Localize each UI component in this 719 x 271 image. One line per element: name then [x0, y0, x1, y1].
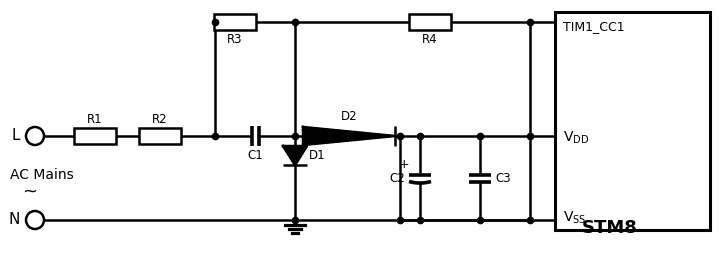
Text: +: + — [399, 159, 409, 172]
Text: ~: ~ — [22, 183, 37, 201]
Bar — [74, 128, 116, 144]
Text: N: N — [9, 212, 20, 227]
Text: $\mathregular{V_{SS}}$: $\mathregular{V_{SS}}$ — [563, 210, 587, 226]
Text: D2: D2 — [341, 110, 357, 123]
Text: TIM1_CC1: TIM1_CC1 — [563, 21, 625, 34]
Text: STM8: STM8 — [582, 219, 638, 237]
Text: R1: R1 — [87, 113, 103, 126]
Bar — [555, 12, 710, 230]
Text: $\mathregular{V_{DD}}$: $\mathregular{V_{DD}}$ — [563, 130, 589, 146]
Text: C3: C3 — [495, 172, 510, 185]
Text: D1: D1 — [309, 149, 326, 162]
Text: R2: R2 — [152, 113, 168, 126]
Text: R3: R3 — [227, 33, 243, 46]
Text: AC Mains: AC Mains — [10, 168, 74, 182]
Text: L: L — [12, 128, 20, 144]
Polygon shape — [283, 146, 307, 165]
Bar — [409, 14, 451, 30]
Bar — [214, 14, 256, 30]
Text: C1: C1 — [247, 149, 263, 162]
Bar — [139, 128, 181, 144]
Polygon shape — [303, 127, 395, 145]
Text: C2: C2 — [389, 172, 405, 185]
Text: R4: R4 — [422, 33, 438, 46]
